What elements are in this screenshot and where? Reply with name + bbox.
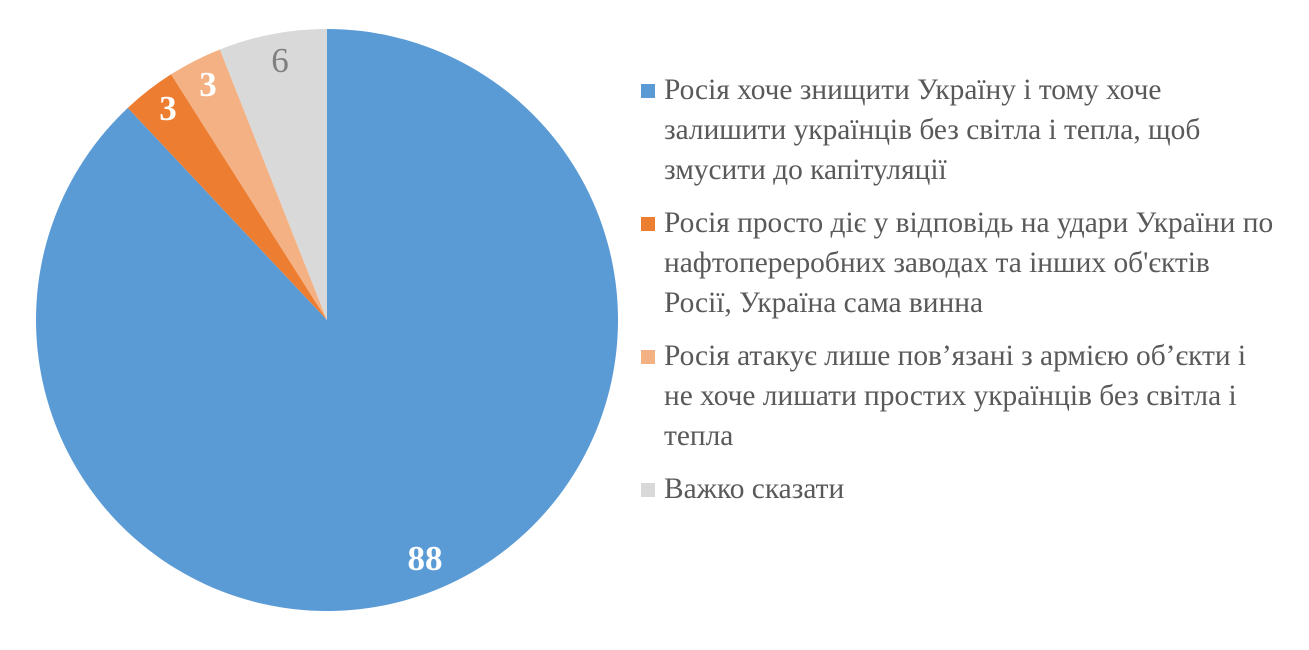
svg-text:88: 88 (408, 539, 443, 578)
svg-text:3: 3 (159, 89, 177, 128)
svg-text:6: 6 (271, 41, 289, 80)
svg-text:3: 3 (199, 65, 217, 104)
